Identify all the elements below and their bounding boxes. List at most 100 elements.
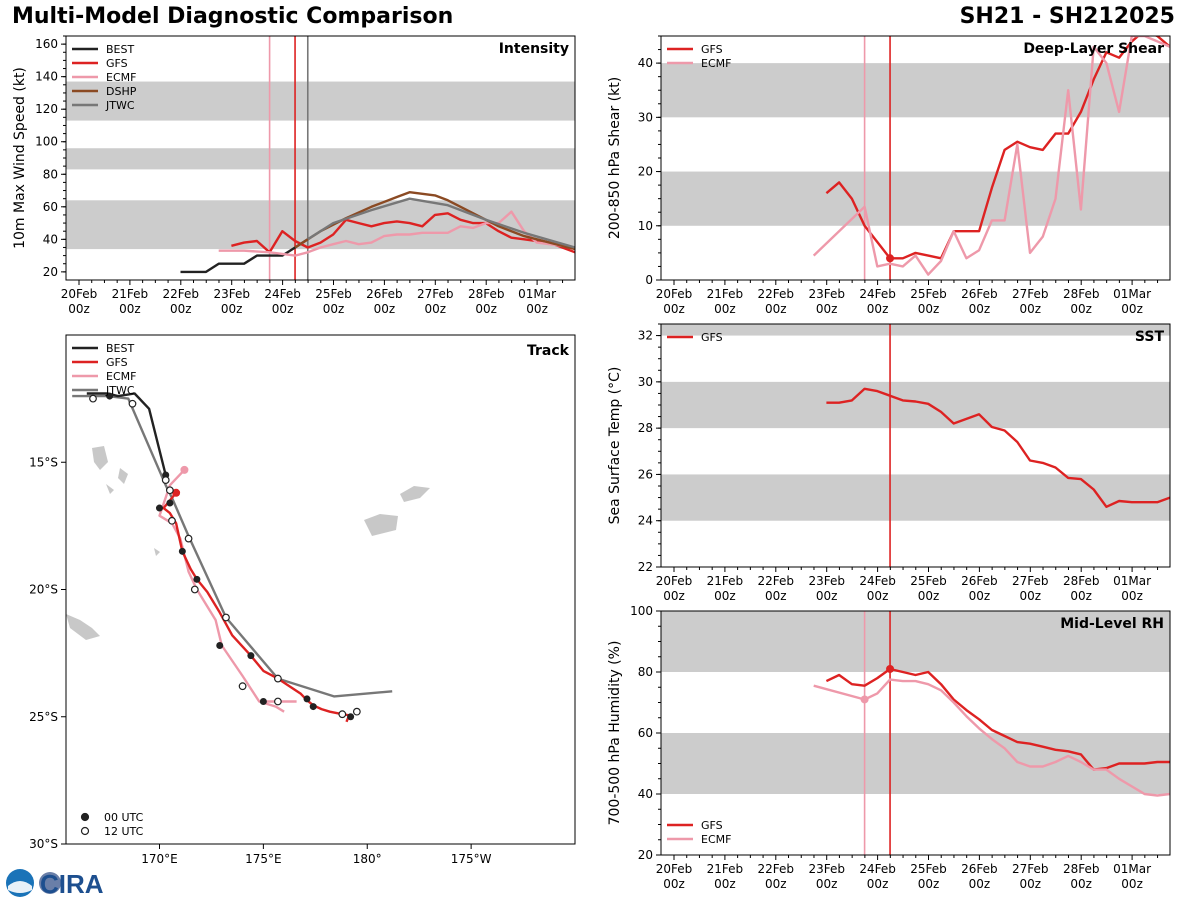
sst-xtick-label: 20Feb <box>656 574 693 588</box>
sst-xtick-label: 24Feb <box>859 574 896 588</box>
sst-band <box>661 381 1170 429</box>
rh-xtick-label: 23Feb <box>808 862 845 876</box>
shear-xtick-label: 00z <box>1020 302 1042 316</box>
track-point-00utc <box>259 697 267 705</box>
intensity-ytick-label: 80 <box>43 167 58 181</box>
track-marker-legend-00utc <box>80 812 90 822</box>
globe-icon <box>39 872 61 894</box>
cira-wordmark: CIRA <box>40 869 104 898</box>
rh-band <box>661 611 1170 672</box>
sst-band <box>661 324 1170 336</box>
rh-xtick-label: 21Feb <box>707 862 744 876</box>
track-point-00utc <box>178 547 186 555</box>
track-line-best <box>86 392 167 476</box>
track-point-12utc <box>161 476 170 484</box>
track-panel-label: Track <box>527 343 570 359</box>
track-point-00utc <box>347 713 355 721</box>
rh-series-ecmf <box>813 678 1170 797</box>
shear-xtick-label: 00z <box>867 302 889 316</box>
intensity-series-ecmf <box>218 210 575 257</box>
intensity-ytick-label: 100 <box>35 135 58 149</box>
intensity-series-gfs <box>231 212 575 254</box>
track-lon-label: 175°W <box>451 852 492 866</box>
rh-series-gfs <box>825 667 1170 771</box>
sst-xtick-label: 25Feb <box>910 574 947 588</box>
track-point-12utc <box>352 707 361 716</box>
sst-ytick-label: 28 <box>638 421 653 435</box>
rh-band <box>661 733 1170 794</box>
intensity-xtick-label: 00z <box>425 302 447 316</box>
track-point-00utc <box>106 392 114 400</box>
intensity-xtick-label: 00z <box>119 302 141 316</box>
rh-xtick-label: 26Feb <box>961 862 998 876</box>
sst-series-gfs <box>826 387 1170 508</box>
shear-xtick-label: 01Mar <box>1113 287 1151 301</box>
rh-ytick-label: 40 <box>638 787 653 801</box>
rh-marker-gfs <box>886 664 895 673</box>
rh-xtick-label: 00z <box>1121 877 1143 891</box>
track-lat-label: 20°S <box>29 583 58 597</box>
rh-xtick-label: 22Feb <box>758 862 795 876</box>
island-shape <box>400 486 430 502</box>
sst-xtick-label: 23Feb <box>808 574 845 588</box>
intensity-ytick-label: 120 <box>35 102 58 116</box>
track-line-jtwc <box>72 394 393 698</box>
shear-xtick-label: 23Feb <box>808 287 845 301</box>
rh-marker-ecmf <box>860 695 869 704</box>
intensity-xtick-label: 00z <box>221 302 243 316</box>
shear-panel-label: Deep-Layer Shear <box>1023 41 1164 57</box>
track-ecmf-start-point <box>180 465 189 474</box>
intensity-xtick-label: 24Feb <box>264 287 301 301</box>
track-point-00utc <box>166 499 174 507</box>
shear-xtick-label: 00z <box>918 302 940 316</box>
track-marker-legend-12utc <box>80 826 90 836</box>
track-lon-label: 180° <box>353 852 382 866</box>
sst-xtick-label: 00z <box>969 589 991 603</box>
intensity-ytick-label: 40 <box>43 232 58 246</box>
sst-ytick-label: 22 <box>638 560 653 574</box>
shear-xtick-label: 22Feb <box>758 287 795 301</box>
rh-xtick-label: 28Feb <box>1063 862 1100 876</box>
track-point-12utc <box>274 697 282 706</box>
rh-xtick-label: 00z <box>867 877 889 891</box>
sst-xtick-label: 00z <box>918 589 940 603</box>
shear-xtick-label: 00z <box>969 302 991 316</box>
track-point-12utc <box>128 399 137 408</box>
intensity-xtick-label: 01Mar <box>518 287 556 301</box>
intensity-legend-label-best: BEST <box>106 43 134 56</box>
sst-xtick-label: 00z <box>816 589 838 603</box>
shear-ylabel: 200-850 hPa Shear (kt) <box>607 77 623 239</box>
track-point-00utc <box>303 695 311 703</box>
rh-xtick-label: 25Feb <box>910 862 947 876</box>
track-legend-label-ecmf: ECMF <box>106 370 136 383</box>
sst-xtick-label: 01Mar <box>1113 574 1151 588</box>
intensity-series-jtwc <box>307 197 575 249</box>
intensity-xtick-label: 26Feb <box>366 287 403 301</box>
intensity-xtick-label: 00z <box>272 302 294 316</box>
intensity-xtick-label: 00z <box>323 302 345 316</box>
intensity-legend-label-ecmf: ECMF <box>106 71 136 84</box>
track-point-00utc <box>216 641 224 649</box>
rh-xtick-label: 00z <box>816 877 838 891</box>
rh-xtick-label: 01Mar <box>1113 862 1151 876</box>
track-point-12utc <box>274 674 282 683</box>
sst-xtick-label: 00z <box>663 589 685 603</box>
sst-band <box>661 474 1170 521</box>
shear-ytick-label: 20 <box>638 165 653 179</box>
shear-xtick-label: 00z <box>816 302 838 316</box>
island-shape <box>118 468 128 484</box>
intensity-ytick-label: 20 <box>43 265 58 279</box>
shear-xtick-label: 27Feb <box>1012 287 1049 301</box>
track-point-12utc <box>338 710 347 719</box>
sst-xtick-label: 26Feb <box>961 574 998 588</box>
sst-xtick-label: 27Feb <box>1012 574 1049 588</box>
track-lat-label: 25°S <box>29 710 58 724</box>
intensity-xtick-label: 27Feb <box>417 287 454 301</box>
track-point-12utc <box>168 516 176 525</box>
track-gfs-start-point <box>172 488 181 497</box>
intensity-xtick-label: 00z <box>170 302 192 316</box>
track-lon-label: 170°E <box>141 852 178 866</box>
rh-xtick-label: 00z <box>663 877 685 891</box>
sst-xtick-label: 22Feb <box>758 574 795 588</box>
